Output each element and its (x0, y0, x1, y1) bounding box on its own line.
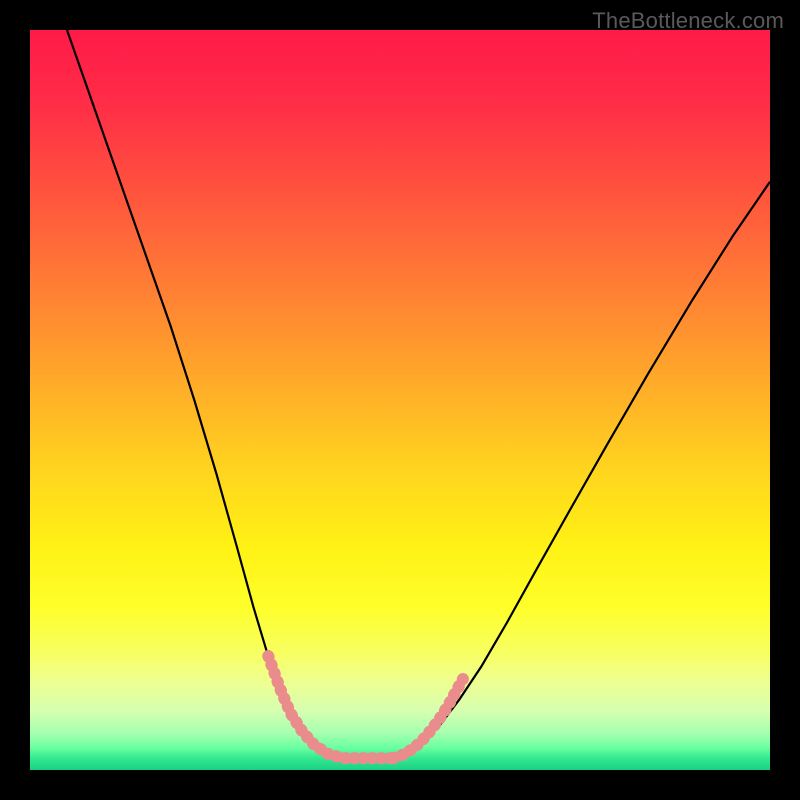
curve-layer (30, 30, 770, 770)
right-curve-line (396, 182, 770, 758)
pink-dotted-right (393, 679, 463, 758)
bottleneck-chart (30, 30, 770, 770)
left-curve-line (67, 30, 341, 757)
pink-dotted-left (268, 656, 392, 758)
